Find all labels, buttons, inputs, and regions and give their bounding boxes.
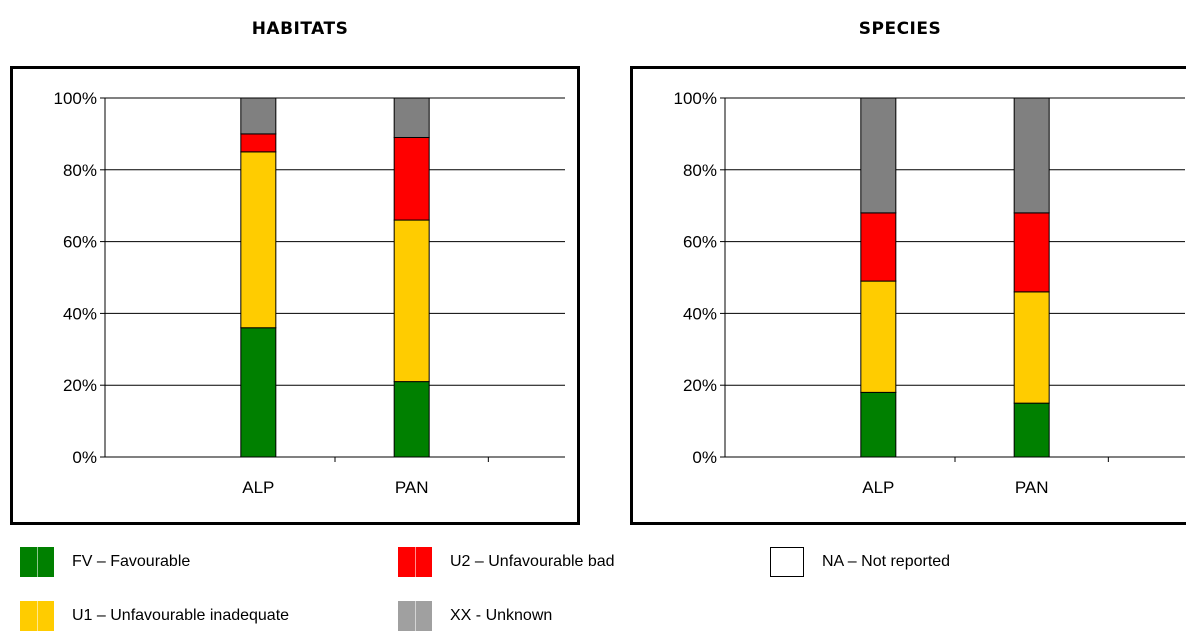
species-bar-alp-segment: [860, 280, 897, 393]
legend-swatch-favourable: [20, 547, 54, 577]
legend-label-favourable: FV – Favourable: [72, 553, 191, 570]
habitats-bar-pan-segment: [393, 97, 430, 138]
habitats-bar-alp-segment: [240, 97, 277, 135]
species-bar-pan-segment: [1013, 291, 1050, 404]
species-x-tick-label: PAN: [1015, 478, 1049, 497]
legend-swatch-unfavourable-inadequate: [20, 601, 54, 631]
habitats-y-tick-label: 80%: [63, 161, 97, 180]
habitats-chart-svg: 0% 20% 40% 60% 80% 100% ALP PAN: [54, 89, 565, 497]
habitats-x-tick-label: PAN: [395, 478, 429, 497]
species-bar-pan-segment: [1013, 402, 1050, 458]
species-x-tick-label: ALP: [862, 478, 894, 497]
habitats-x-tick-label: ALP: [242, 478, 274, 497]
species-y-tick-label: 0%: [692, 448, 717, 467]
habitats-bar-pan-segment: [393, 219, 430, 383]
species-y-tick-label: 20%: [683, 376, 717, 395]
habitats-chart-title: HABITATS: [251, 19, 349, 39]
legend-swatch-unfavourable-bad: [398, 547, 432, 577]
species-chart-title: SPECIES: [858, 19, 942, 39]
habitats-y-tick-label: 40%: [63, 304, 97, 323]
legend-label-unknown: XX - Unknown: [450, 607, 553, 624]
legend-item-unknown: XX - Unknown: [398, 600, 552, 632]
species-bar-alp-segment: [860, 212, 897, 282]
species-bar-pan-segment: [1013, 212, 1050, 293]
legend-item-not-reported: NA – Not reported: [770, 546, 950, 578]
species-y-tick-label: 100%: [674, 89, 717, 108]
legend-swatch-not-reported: [770, 547, 804, 577]
species-chart-svg: 0% 20% 40% 60% 80% 100% ALP PAN: [674, 89, 1185, 497]
habitats-bar-alp-segment: [240, 327, 277, 458]
habitats-y-tick-label: 60%: [63, 233, 97, 252]
species-y-tick-label: 80%: [683, 161, 717, 180]
legend-label-unfavourable-inadequate: U1 – Unfavourable inadequate: [72, 607, 290, 624]
habitats-bar-alp-segment: [240, 133, 277, 153]
species-y-tick-label: 60%: [683, 233, 717, 252]
habitats-y-tick-label: 20%: [63, 376, 97, 395]
habitats-chart-panel: 0% 20% 40% 60% 80% 100% ALP PAN: [10, 66, 580, 525]
habitats-bar-pan-segment: [393, 381, 430, 458]
species-bar-alp-segment: [860, 97, 897, 214]
habitats-y-tick-label: 100%: [54, 89, 97, 108]
legend-label-not-reported: NA – Not reported: [822, 553, 951, 570]
species-bar-alp-segment: [860, 391, 897, 458]
species-chart-panel: 0% 20% 40% 60% 80% 100% ALP PAN: [630, 66, 1186, 525]
legend-item-favourable: FV – Favourable: [20, 546, 190, 578]
legend-item-unfavourable-inadequate: U1 – Unfavourable inadequate: [20, 600, 289, 632]
habitats-y-tick-label: 0%: [72, 448, 97, 467]
legend-item-unfavourable-bad: U2 – Unfavourable bad: [398, 546, 615, 578]
species-bar-pan-segment: [1013, 97, 1050, 214]
species-y-tick-label: 40%: [683, 304, 717, 323]
legend-label-unfavourable-bad: U2 – Unfavourable bad: [450, 553, 615, 570]
legend-swatch-unknown: [398, 601, 432, 631]
habitats-bar-alp-segment: [240, 151, 277, 329]
habitats-bar-pan-segment: [393, 136, 430, 221]
